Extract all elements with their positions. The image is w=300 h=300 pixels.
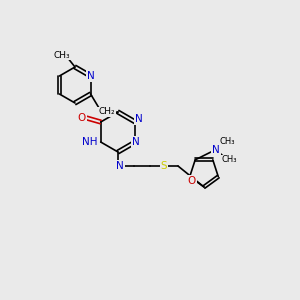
Text: N: N — [135, 114, 143, 124]
Text: N: N — [132, 137, 140, 147]
Text: CH₃: CH₃ — [221, 155, 237, 164]
Text: CH₃: CH₃ — [54, 50, 70, 59]
Text: O: O — [188, 176, 196, 186]
Text: S: S — [161, 161, 167, 171]
Text: CH₃: CH₃ — [219, 137, 235, 146]
Text: NH: NH — [82, 137, 98, 147]
Text: N: N — [116, 161, 124, 171]
Text: N: N — [212, 145, 220, 155]
Text: N: N — [87, 71, 94, 81]
Text: CH₂: CH₂ — [98, 107, 115, 116]
Text: O: O — [78, 113, 86, 123]
